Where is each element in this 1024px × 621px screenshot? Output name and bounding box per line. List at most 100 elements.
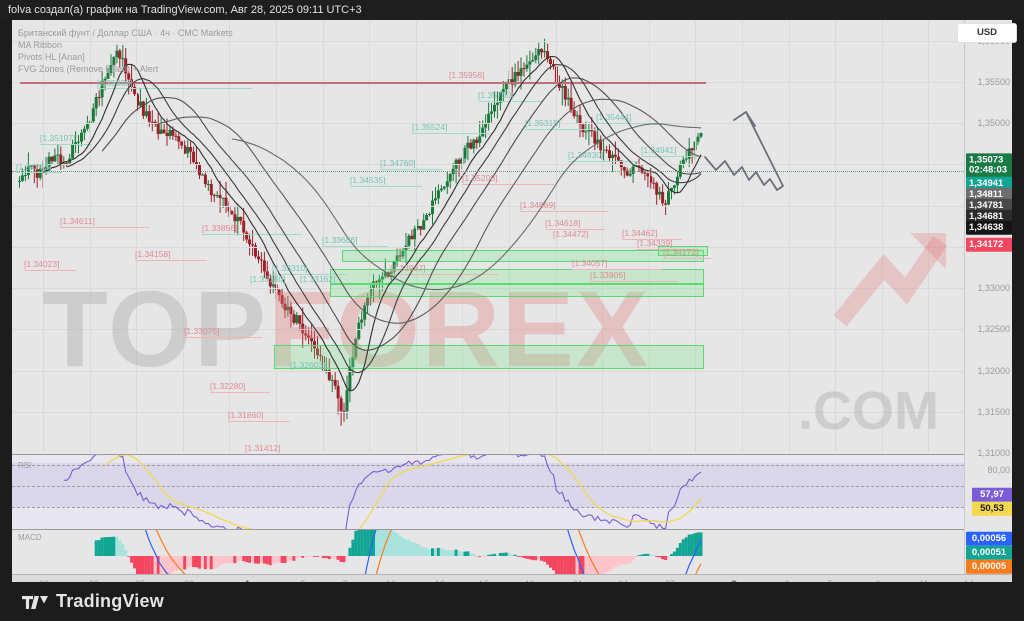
pivot-price-label: [1.34462]: [622, 228, 658, 238]
badge-rsi-value[interactable]: 57,97: [972, 487, 1012, 503]
pivot-price-label: [1.35760]: [478, 90, 514, 100]
price-tick: 1,32000: [977, 365, 1010, 376]
pivot-level-line: [97, 88, 252, 89]
time-tick: Сен: [731, 579, 748, 582]
macd-series: [94, 530, 703, 575]
time-tick: Авг: [244, 579, 260, 582]
rsi-pane[interactable]: RSI: [12, 454, 964, 529]
ma-ribbon-series: [42, 55, 702, 392]
indicator-fvg-zones[interactable]: FVG Zones (Remove Filled) + Alert: [18, 64, 159, 74]
pivot-level-line: [60, 227, 150, 228]
price-badge-ma-3[interactable]: 1,34681: [966, 209, 1012, 225]
time-axis[interactable]: 20 23 25 29 Авг 5 7 10 13 15 19 21 24 27 Сен 3 5 9 11 14: [12, 574, 1012, 582]
pivot-level-line: [462, 184, 554, 185]
price-badge-ma-4[interactable]: 1,34638: [966, 220, 1012, 236]
pivot-price-label: [1.34941]: [641, 145, 677, 155]
pivot-price-label: [1.33310]: [272, 263, 308, 273]
pivot-price-label: [1.33906]: [590, 270, 626, 280]
pivot-price-label: [1.35107]: [40, 133, 76, 143]
time-tick: 5: [300, 579, 305, 582]
fvg-zone: [658, 246, 708, 256]
right-gutter: [1012, 20, 1024, 621]
pivot-level-line: [568, 161, 638, 162]
pivot-level-line: [412, 133, 490, 134]
time-tick: 14: [964, 579, 974, 582]
pivot-price-label: [1.33856]: [202, 223, 238, 233]
left-gutter: [0, 20, 12, 621]
pivot-price-label: [1.33075]: [184, 326, 220, 336]
fvg-zone: [342, 250, 704, 262]
time-tick: 9: [875, 579, 880, 582]
pivot-level-line: [350, 186, 422, 187]
time-tick: 29: [184, 579, 194, 582]
pivot-price-label: [1.34057]: [572, 258, 608, 268]
time-tick: 21: [573, 579, 583, 582]
pivot-price-label: [1.34752]: [16, 162, 52, 172]
price-pane[interactable]: TOPFOREX .COM [1.35956] [1.35888] [1.35760…: [12, 20, 964, 453]
rsi-top-tick: 80,00: [987, 465, 1010, 475]
time-tick: 24: [618, 579, 628, 582]
price-scale[interactable]: 1,360001,355001,350001,345001,340001,335…: [964, 20, 1012, 575]
pivot-level-line: [545, 229, 605, 230]
price-badge-countdown[interactable]: 1,35073 02:48:03: [966, 153, 1012, 179]
time-tick: 15: [479, 579, 489, 582]
pivot-price-label: [1.35208]: [462, 173, 498, 183]
last-price-line: [12, 171, 964, 172]
fvg-zone: [274, 345, 704, 369]
pivot-price-label: [1.35956]: [449, 70, 485, 80]
pivot-level-line: [590, 281, 678, 282]
pivot-level-line: [40, 144, 92, 145]
macd-title[interactable]: MACD: [18, 533, 42, 542]
indicator-pivots-hl[interactable]: Pivots HL [Anan]: [18, 52, 85, 62]
price-badge-ma-1[interactable]: 1,34811: [966, 187, 1012, 203]
symbol-title[interactable]: Британский фунт / Доллар США · 4ч · CMC …: [18, 28, 233, 38]
pivot-price-label: [1.35524]: [412, 122, 448, 132]
pivot-price-label: [1.34760]: [380, 158, 416, 168]
rsi-band-fill: [12, 463, 964, 507]
footer-bar: TradingView: [0, 582, 1024, 621]
pivot-level-line: [272, 274, 346, 275]
price-badge-last-price[interactable]: 1,34941: [966, 176, 1012, 192]
pivot-price-label: [1.35315]: [525, 118, 561, 128]
tradingview-logo-icon: [22, 596, 48, 609]
pivot-price-label: [1.34023]: [24, 259, 60, 269]
price-tick: 1,31500: [977, 406, 1010, 417]
time-tick: 13: [435, 579, 445, 582]
forecast-projection-drawing[interactable]: [12, 20, 964, 453]
price-tick: 1,35000: [977, 118, 1010, 129]
time-tick: 19: [525, 579, 535, 582]
pivot-price-label: [1.34869]: [520, 200, 556, 210]
resistance-level-line: [20, 82, 706, 84]
pivot-level-line: [390, 274, 498, 275]
pivot-price-label: [1.35888]: [97, 78, 133, 88]
pivot-level-line: [202, 234, 302, 235]
time-tick: 23: [89, 579, 99, 582]
rsi-level-50: [12, 486, 964, 487]
indicator-ma-ribbon[interactable]: MA Ribbon: [18, 40, 63, 50]
macd-pane[interactable]: MACD: [12, 529, 964, 575]
time-tick: 5: [827, 579, 832, 582]
badge-macd-line[interactable]: 0,00056: [966, 531, 1012, 547]
badge-macd-signal[interactable]: 0,00051: [966, 545, 1012, 561]
pivot-level-line: [641, 156, 703, 157]
pivot-price-label: [1.35444]: [596, 112, 632, 122]
pivot-level-line: [380, 169, 442, 170]
pivot-price-label: [1.32280]: [210, 381, 246, 391]
currency-button[interactable]: USD: [957, 23, 1017, 43]
badge-rsi-ma-value[interactable]: 50,53: [972, 501, 1012, 517]
pivot-level-line: [24, 270, 76, 271]
pivot-price-label: [1.34611]: [60, 216, 95, 226]
pivot-level-line: [525, 129, 597, 130]
pivot-price-label: [1.31412]: [245, 443, 281, 453]
badge-macd-hist[interactable]: 0,00005: [966, 559, 1012, 575]
pivot-price-label: [1.34618]: [545, 218, 581, 228]
price-badge-pivot-low[interactable]: 1,34172: [966, 237, 1012, 253]
pivot-level-line: [596, 123, 670, 124]
attribution-text: folva создал(а) график на TradingView.co…: [8, 4, 362, 16]
rsi-level-70: [12, 465, 964, 466]
rsi-title[interactable]: RSI: [18, 461, 32, 470]
pivot-price-label: [1.33686]: [322, 235, 358, 245]
pivot-price-label: [1.34158]: [135, 249, 171, 259]
price-badge-ma-2[interactable]: 1,34781: [966, 198, 1012, 214]
